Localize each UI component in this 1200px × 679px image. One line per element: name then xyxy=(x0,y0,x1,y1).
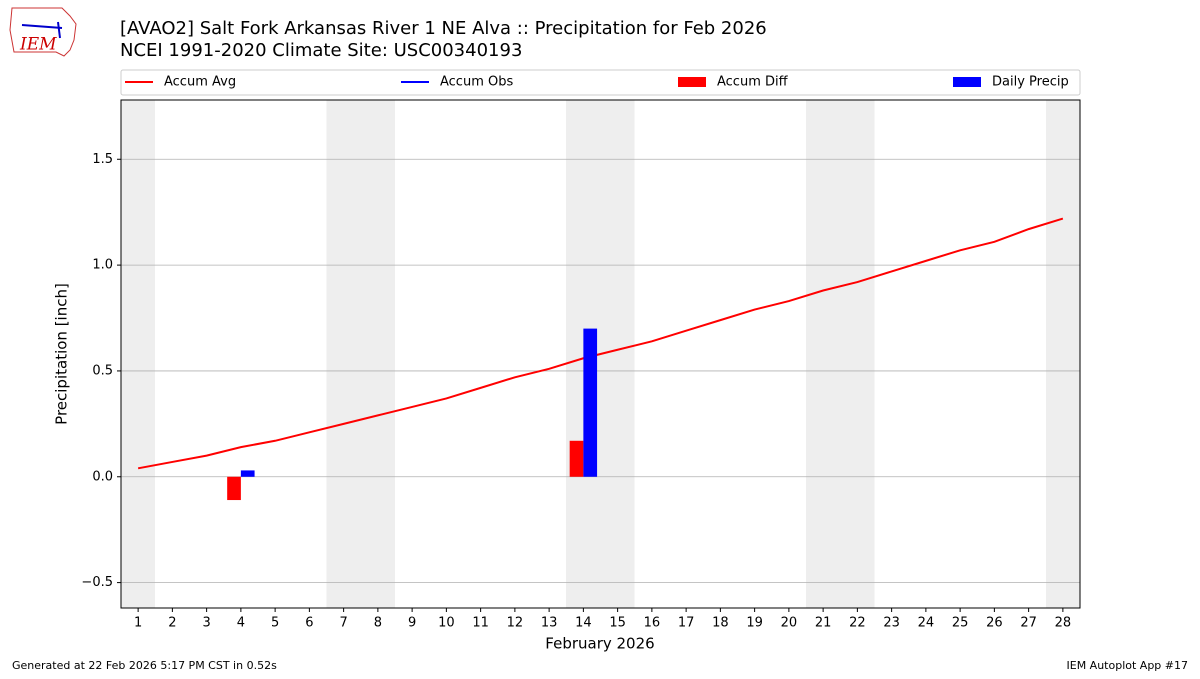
y-tick-label: 1.5 xyxy=(92,152,113,167)
x-tick-label: 10 xyxy=(438,616,455,631)
footer-right: IEM Autoplot App #17 xyxy=(1067,659,1189,672)
x-tick-label: 14 xyxy=(575,616,592,631)
x-tick-label: 9 xyxy=(408,616,416,631)
bar xyxy=(227,476,241,501)
x-tick-label: 1 xyxy=(134,616,142,631)
x-tick-label: 18 xyxy=(712,616,729,631)
x-tick-label: 7 xyxy=(339,616,347,631)
y-tick-label: −0.5 xyxy=(81,575,113,590)
x-tick-label: 25 xyxy=(952,616,969,631)
x-tick-label: 17 xyxy=(678,616,695,631)
x-tick-label: 28 xyxy=(1055,616,1072,631)
x-tick-label: 11 xyxy=(472,616,489,631)
x-tick-label: 4 xyxy=(237,616,245,631)
x-tick-label: 21 xyxy=(815,616,832,631)
legend-label: Daily Precip xyxy=(992,75,1069,90)
y-axis-label: Precipitation [inch] xyxy=(53,283,71,425)
chart-subtitle: NCEI 1991-2020 Climate Site: USC00340193 xyxy=(120,40,522,61)
footer-left: Generated at 22 Feb 2026 5:17 PM CST in … xyxy=(12,659,277,672)
x-tick-label: 22 xyxy=(849,616,866,631)
x-tick-label: 5 xyxy=(271,616,279,631)
legend-swatch xyxy=(678,77,706,87)
y-tick-label: 0.5 xyxy=(92,363,113,378)
x-axis-label: February 2026 xyxy=(545,635,654,653)
plot-frame xyxy=(120,99,1081,609)
weekend-shading xyxy=(121,100,1080,608)
x-tick-label: 24 xyxy=(918,616,935,631)
x-tick-label: 12 xyxy=(507,616,524,631)
chart-title: [AVAO2] Salt Fork Arkansas River 1 NE Al… xyxy=(120,18,767,39)
logo: IEM xyxy=(9,7,77,57)
line-series xyxy=(137,217,1064,470)
x-tick-label: 2 xyxy=(168,616,176,631)
x-tick-label: 19 xyxy=(746,616,763,631)
legend-label: Accum Obs xyxy=(440,75,513,90)
x-tick-label: 27 xyxy=(1020,616,1037,631)
x-tick-label: 20 xyxy=(781,616,798,631)
x-tick-label: 13 xyxy=(541,616,558,631)
y-tick-label: 0.0 xyxy=(92,469,113,484)
x-tick-label: 8 xyxy=(374,616,382,631)
legend-swatch xyxy=(953,77,981,87)
logo-text: IEM xyxy=(19,35,57,55)
y-tick-label: 1.0 xyxy=(92,258,113,273)
bar xyxy=(569,440,584,477)
x-tick-label: 16 xyxy=(644,616,661,631)
bar xyxy=(240,470,255,477)
legend-label: Accum Avg xyxy=(164,75,236,90)
x-tick-label: 3 xyxy=(202,616,210,631)
x-tick-label: 23 xyxy=(883,616,900,631)
bar xyxy=(583,328,598,477)
legend-label: Accum Diff xyxy=(717,75,789,90)
x-tick-label: 15 xyxy=(609,616,626,631)
x-tick-label: 6 xyxy=(305,616,313,631)
legend-box xyxy=(120,69,1081,96)
x-tick-label: 26 xyxy=(986,616,1003,631)
